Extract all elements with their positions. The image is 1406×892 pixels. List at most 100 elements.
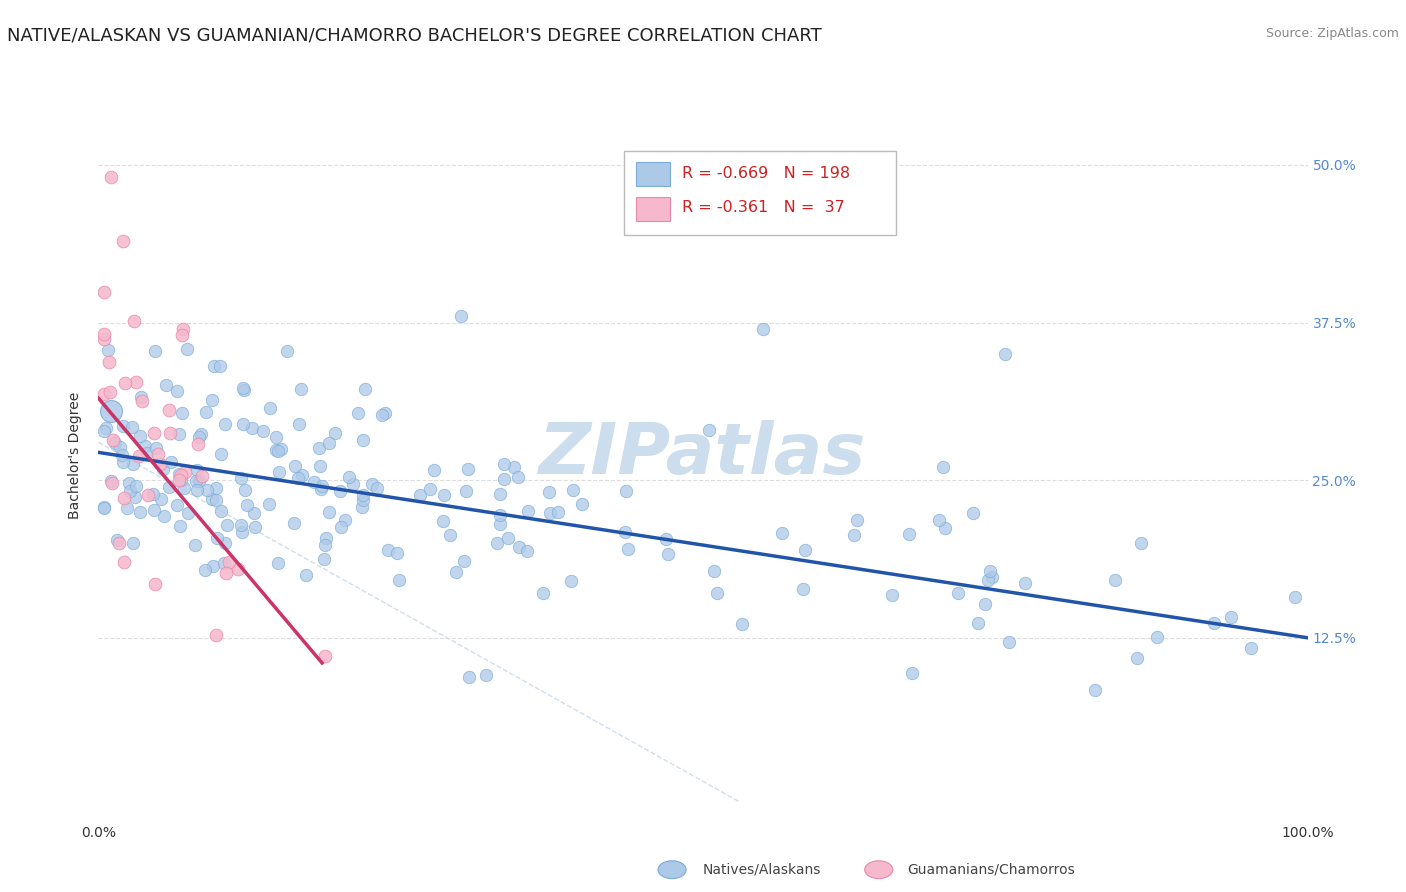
Point bbox=[537, 485, 560, 500]
Point bbox=[129, 505, 152, 519]
Y-axis label: Bachelor's Degree: Bachelor's Degree bbox=[69, 392, 83, 518]
Point bbox=[121, 419, 143, 434]
Point bbox=[347, 406, 370, 420]
Point bbox=[108, 536, 131, 550]
Point bbox=[176, 342, 198, 356]
Point bbox=[205, 628, 228, 642]
Bar bbox=[637, 197, 671, 221]
Point bbox=[93, 285, 115, 299]
Point bbox=[155, 377, 177, 392]
Point bbox=[166, 498, 188, 512]
Point bbox=[793, 543, 815, 558]
Point bbox=[508, 541, 530, 555]
Point bbox=[172, 406, 194, 420]
Point bbox=[93, 500, 115, 515]
Point bbox=[118, 475, 141, 490]
Point bbox=[100, 170, 122, 185]
Point bbox=[97, 343, 120, 357]
Point bbox=[229, 518, 252, 533]
Point bbox=[387, 546, 409, 560]
Point bbox=[294, 567, 316, 582]
Point bbox=[352, 487, 374, 501]
Point bbox=[489, 517, 512, 532]
Point bbox=[370, 409, 392, 423]
Point bbox=[186, 483, 208, 497]
Point bbox=[195, 483, 218, 498]
Point bbox=[981, 570, 1004, 584]
Point bbox=[450, 309, 472, 323]
Point bbox=[214, 536, 236, 550]
Text: NATIVE/ALASKAN VS GUAMANIAN/CHAMORRO BACHELOR'S DEGREE CORRELATION CHART: NATIVE/ALASKAN VS GUAMANIAN/CHAMORRO BAC… bbox=[7, 27, 821, 45]
Point bbox=[194, 563, 217, 577]
Point bbox=[207, 531, 229, 545]
Point bbox=[1125, 651, 1147, 665]
Point bbox=[157, 480, 180, 494]
Point bbox=[617, 541, 640, 556]
Point bbox=[187, 436, 209, 450]
Point bbox=[184, 538, 207, 552]
Point bbox=[169, 468, 191, 483]
Text: ZIPatlas: ZIPatlas bbox=[540, 420, 866, 490]
Point bbox=[252, 424, 274, 438]
Point bbox=[291, 467, 314, 482]
Point bbox=[110, 448, 132, 462]
Point bbox=[1240, 641, 1263, 656]
Point bbox=[974, 598, 997, 612]
Point bbox=[186, 463, 208, 477]
Point bbox=[419, 482, 441, 496]
Point bbox=[129, 390, 152, 404]
Point bbox=[143, 343, 166, 358]
Point bbox=[93, 387, 115, 401]
Point bbox=[329, 483, 352, 498]
Point bbox=[169, 519, 191, 533]
Point bbox=[1220, 610, 1243, 624]
Point bbox=[101, 475, 124, 490]
Point bbox=[770, 526, 793, 541]
Point bbox=[492, 471, 515, 485]
Point bbox=[226, 562, 249, 576]
Point bbox=[93, 424, 115, 438]
Point bbox=[93, 327, 115, 342]
Point bbox=[209, 447, 232, 461]
Point bbox=[697, 423, 720, 437]
Point bbox=[934, 521, 956, 535]
Point bbox=[190, 468, 212, 483]
Point bbox=[93, 332, 115, 346]
Point bbox=[444, 565, 467, 579]
Point bbox=[152, 461, 174, 475]
Text: R = -0.361   N =  37: R = -0.361 N = 37 bbox=[682, 200, 845, 215]
Point bbox=[112, 555, 135, 569]
Point bbox=[613, 525, 636, 540]
Point bbox=[172, 322, 194, 336]
Point bbox=[235, 483, 257, 498]
Point bbox=[318, 505, 340, 519]
Point bbox=[117, 500, 139, 515]
Point bbox=[159, 455, 181, 469]
Point bbox=[457, 669, 479, 683]
Point bbox=[614, 483, 637, 498]
Point bbox=[270, 442, 292, 457]
Point bbox=[209, 359, 232, 373]
Point bbox=[703, 564, 725, 578]
Text: Source: ZipAtlas.com: Source: ZipAtlas.com bbox=[1265, 27, 1399, 40]
Point bbox=[142, 503, 165, 517]
Point bbox=[159, 426, 181, 441]
Point bbox=[114, 376, 136, 391]
Point bbox=[212, 556, 235, 570]
Point bbox=[1104, 573, 1126, 587]
Point bbox=[122, 314, 145, 328]
Point bbox=[314, 648, 336, 663]
Point bbox=[360, 476, 382, 491]
Point bbox=[562, 483, 585, 497]
Point bbox=[214, 417, 236, 431]
Point bbox=[157, 403, 180, 417]
Point bbox=[257, 497, 280, 511]
Point bbox=[235, 499, 257, 513]
Point bbox=[366, 481, 388, 495]
Point bbox=[538, 506, 561, 520]
Point bbox=[388, 573, 411, 587]
Point bbox=[302, 475, 325, 489]
Point bbox=[112, 419, 135, 434]
Point bbox=[979, 564, 1001, 578]
Point bbox=[232, 417, 254, 432]
